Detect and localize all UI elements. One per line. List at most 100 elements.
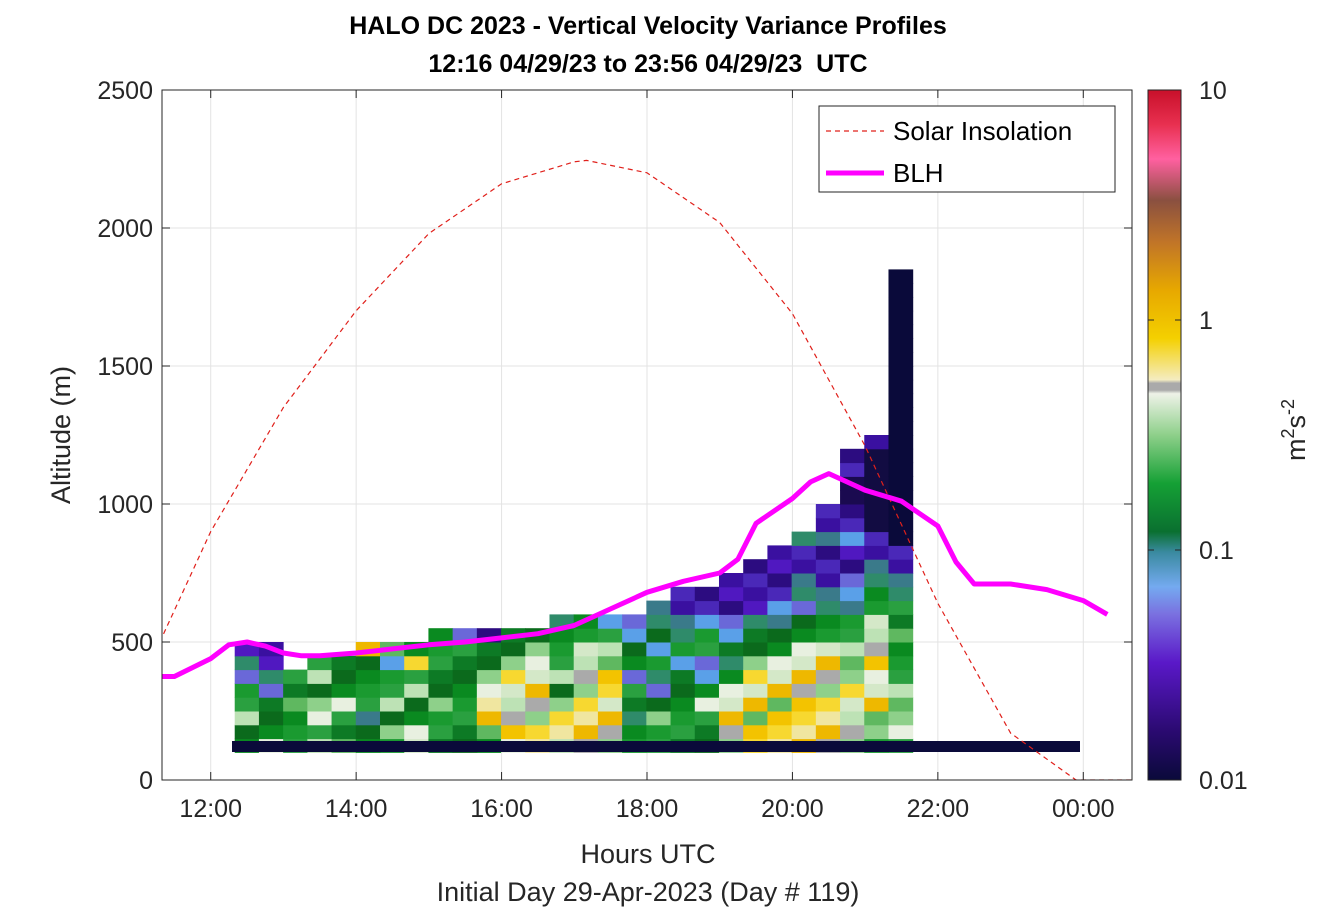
heat-cell-21-1 [743, 724, 768, 740]
heat-cell-23-2 [791, 711, 817, 726]
heat-cell-22-3 [767, 697, 793, 712]
heat-cell-14-3 [573, 697, 599, 712]
heat-cell-4-1 [331, 724, 357, 740]
heat-cell-4-3 [331, 697, 357, 712]
heat-cell-19-10 [694, 600, 720, 615]
heat-cell-18-5 [670, 669, 696, 684]
heat-cell-22-12 [767, 573, 793, 588]
heat-cell-27-25 [888, 393, 914, 408]
heat-cell-18-10 [670, 600, 696, 615]
heat-cell-27-34 [888, 269, 914, 284]
heat-cell-25-1 [840, 724, 865, 740]
heat-cell-19-9 [694, 614, 720, 629]
heat-cell-16-1 [622, 724, 647, 740]
heat-cell-26-12 [864, 573, 889, 588]
heat-cell-27-7 [888, 642, 914, 657]
heat-cell-27-29 [888, 338, 914, 353]
heat-cell-25-12 [840, 573, 865, 588]
heat-cell-9-3 [452, 697, 478, 712]
heat-cell-12-2 [525, 711, 550, 726]
heat-cell-25-7 [840, 642, 865, 657]
heat-cell-8-4 [428, 683, 454, 698]
heat-cell-18-9 [670, 614, 696, 629]
heat-cell-5-4 [355, 683, 381, 698]
heat-cell-5-5 [355, 669, 381, 684]
heat-cell-15-4 [597, 683, 623, 698]
heat-cell-0-4 [234, 683, 260, 698]
heat-cell-22-11 [767, 586, 793, 602]
heat-cell-18-3 [670, 697, 696, 712]
heat-cell-24-10 [815, 600, 841, 615]
heat-cell-6-5 [379, 669, 405, 684]
heat-cell-10-3 [476, 697, 502, 712]
heat-cell-25-11 [840, 586, 865, 602]
heat-cell-23-13 [791, 559, 817, 574]
heat-cell-1-6 [258, 655, 284, 671]
heat-cell-27-14 [888, 545, 914, 560]
legend-box [818, 105, 1116, 193]
heat-cell-23-12 [791, 573, 817, 588]
heat-cell-27-21 [888, 448, 914, 464]
cb-tick-label-0: 0.01 [1199, 767, 1248, 795]
y-tick-label-5: 2500 [97, 77, 153, 105]
chart-title: HALO DC 2023 - Vertical Velocity Varianc… [349, 12, 947, 40]
heat-cell-3-6 [307, 655, 333, 671]
heat-cell-24-9 [815, 614, 841, 629]
heat-cell-22-6 [767, 655, 793, 671]
heat-cell-6-6 [379, 655, 405, 671]
heat-cell-21-4 [743, 683, 768, 698]
heat-cell-24-4 [815, 683, 841, 698]
heat-cell-2-2 [283, 711, 308, 726]
heat-cell-27-26 [888, 379, 914, 395]
heat-cell-14-7 [573, 642, 599, 657]
heat-cell-19-2 [694, 711, 720, 726]
heat-cell-17-6 [646, 655, 672, 671]
heat-cell-7-3 [404, 697, 429, 712]
heat-cell-15-5 [597, 669, 623, 684]
heat-cell-23-9 [791, 614, 817, 629]
heat-cell-11-5 [501, 669, 526, 684]
colorbar-label-sup2: -2 [1278, 399, 1298, 415]
x-tick-label-4: 20:00 [761, 795, 824, 823]
heat-cell-26-6 [864, 655, 889, 671]
heat-cell-5-1 [355, 724, 381, 740]
heat-cell-26-2 [864, 711, 889, 726]
heat-cell-0-6 [234, 655, 260, 671]
heat-cell-22-4 [767, 683, 793, 698]
heat-cell-9-1 [452, 724, 478, 740]
heat-cell-22-8 [767, 628, 793, 643]
heat-cell-25-10 [840, 600, 865, 615]
heat-cell-9-7 [452, 642, 478, 657]
heat-cell-27-15 [888, 531, 914, 546]
heat-cell-14-2 [573, 711, 599, 726]
heat-cell-22-2 [767, 711, 793, 726]
heat-cell-27-28 [888, 352, 914, 367]
x-tick-label-3: 18:00 [616, 795, 679, 823]
heat-cell-27-19 [888, 476, 914, 491]
heat-cell-27-23 [888, 421, 914, 436]
heat-cell-26-22 [864, 435, 889, 450]
heat-cell-26-19 [864, 476, 889, 491]
heat-cell-26-17 [864, 504, 889, 519]
heat-cell-20-12 [718, 573, 744, 588]
solar-insolation-line [162, 159, 1132, 780]
heat-cell-9-6 [452, 655, 478, 671]
heat-cell-16-3 [622, 697, 647, 712]
heat-cell-26-5 [864, 669, 889, 684]
heat-cell-17-2 [646, 711, 672, 726]
heat-cell-12-6 [525, 655, 550, 671]
heat-cell-17-5 [646, 669, 672, 684]
heat-cell-6-4 [379, 683, 405, 698]
cb-tick-label-2: 1 [1199, 307, 1213, 335]
heat-cell-8-2 [428, 711, 454, 726]
heat-cell-21-9 [743, 614, 768, 629]
heat-cell-25-3 [840, 697, 865, 712]
heat-cell-15-6 [597, 655, 623, 671]
x-tick-label-0: 12:00 [179, 795, 242, 823]
heat-cell-27-31 [888, 310, 914, 326]
heat-cell-9-5 [452, 669, 478, 684]
heat-cell-6-1 [379, 724, 405, 740]
heat-cell-24-3 [815, 697, 841, 712]
heat-cell-7-6 [404, 655, 429, 671]
colorbar-label-sup1: 2 [1278, 429, 1298, 439]
